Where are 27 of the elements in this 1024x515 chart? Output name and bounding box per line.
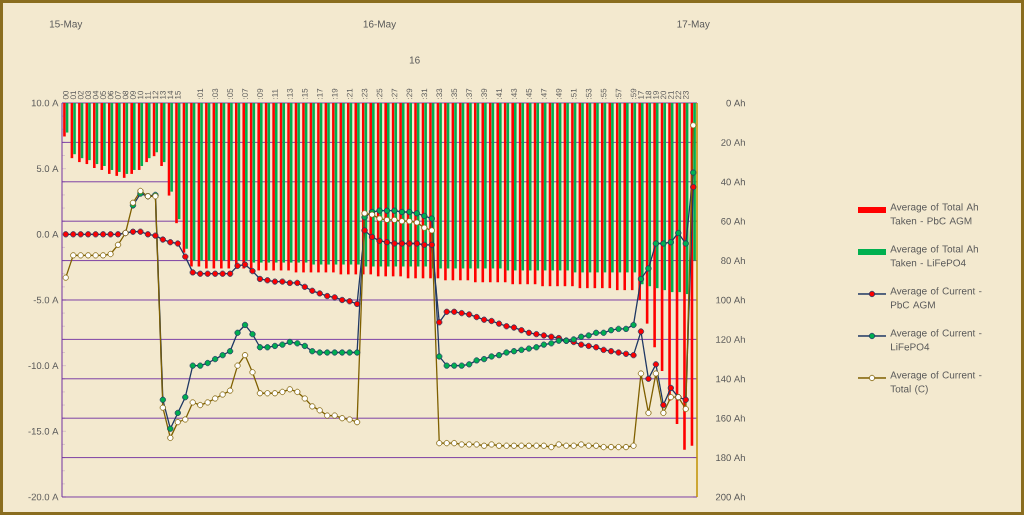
y2-tick-label: 120 Ah bbox=[716, 335, 745, 343]
legend-label: Average of Total Ah Taken - PbC AGM bbox=[890, 203, 978, 225]
y2-tick-label: 60 Ah bbox=[721, 217, 745, 225]
y-tick-label: 0.0 A bbox=[36, 230, 59, 238]
y2-tick-label: 0 Ah bbox=[726, 99, 745, 107]
y2-tick-label: 140 Ah bbox=[716, 375, 745, 383]
legend-label: Average of Current - PbC AGM bbox=[890, 287, 982, 309]
legend-label: Average of Total Ah Taken - LiFePO4 bbox=[890, 245, 978, 267]
y2-tick-label: 40 Ah bbox=[720, 178, 745, 186]
y2-tick-label: 180 Ah bbox=[716, 454, 745, 462]
y2-tick-label: 200 Ah bbox=[715, 493, 745, 501]
y-tick-label: -15.0 A bbox=[28, 427, 59, 435]
text: 17-May bbox=[677, 20, 710, 30]
y2-tick-label: 100 Ah bbox=[716, 296, 745, 304]
text: 15-May bbox=[49, 20, 83, 30]
y2-tick-label: 160 Ah bbox=[716, 414, 745, 422]
y-tick-label: -10.0 A bbox=[28, 362, 59, 369]
y2-tick-label: 20 Ah bbox=[721, 138, 745, 146]
y-tick-label: -5.0 A bbox=[33, 296, 59, 304]
text: 16 bbox=[409, 56, 420, 64]
legend-label: Average of Current - LiFePO4 bbox=[890, 329, 982, 351]
y-tick-label: -20.0 A bbox=[28, 493, 59, 501]
y-tick-label: 5.0 A bbox=[36, 165, 59, 172]
legend-label: Average of Current - Total (C) bbox=[890, 371, 982, 395]
text: 16-May bbox=[363, 20, 397, 30]
y-tick-label: 10.0 A bbox=[31, 99, 59, 107]
y2-tick-label: 80 Ah bbox=[721, 257, 745, 265]
